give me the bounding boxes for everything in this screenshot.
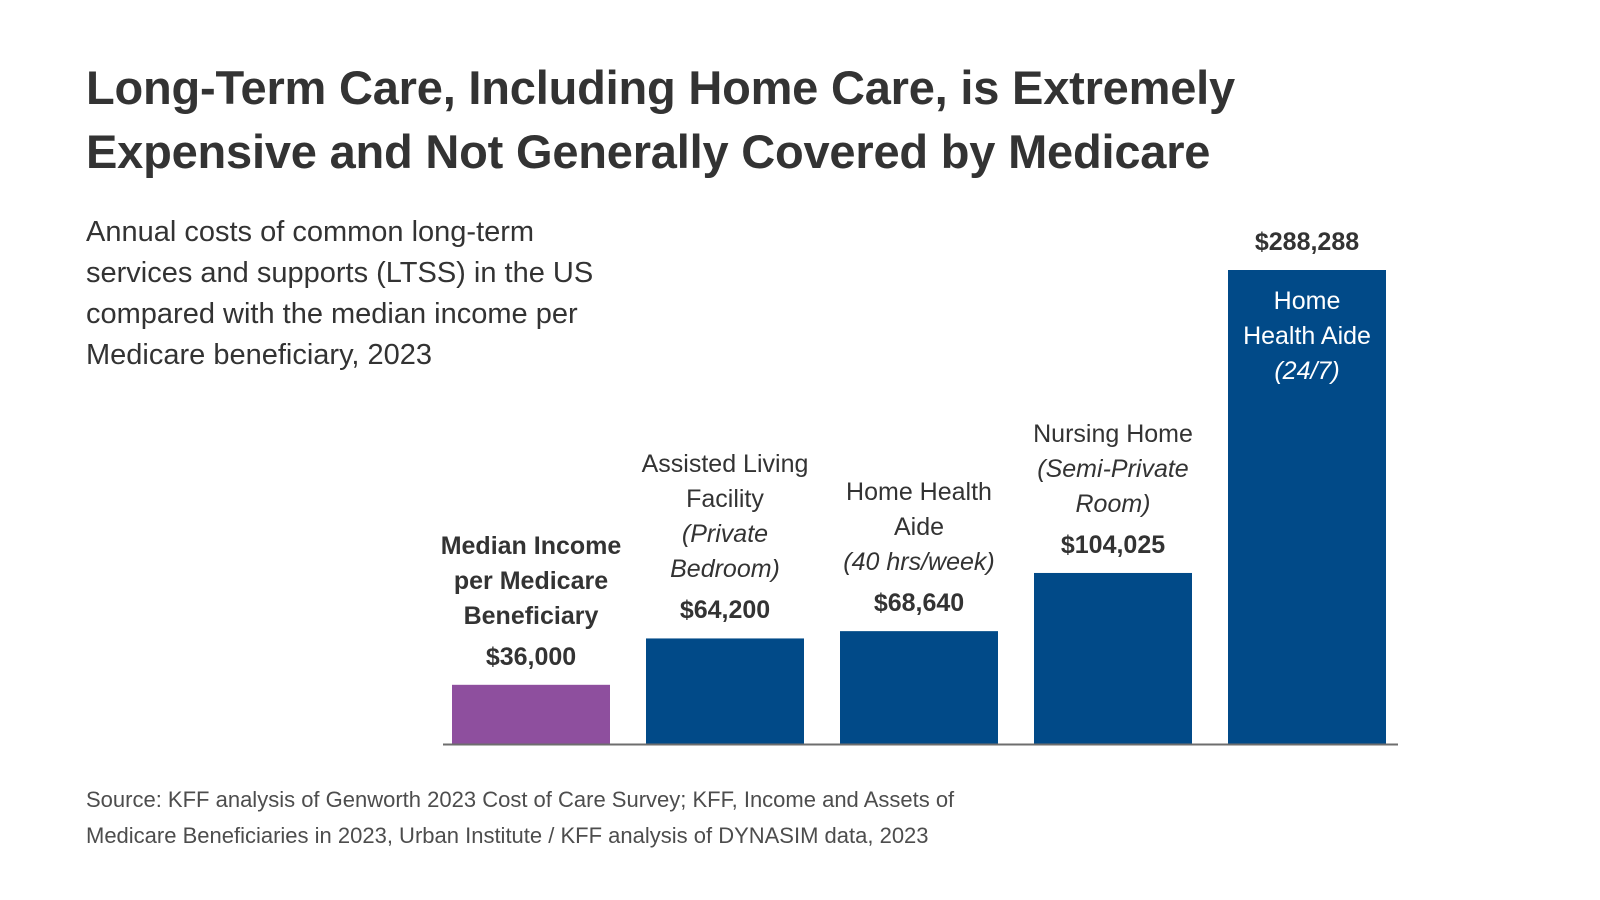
chart-title: Long-Term Care, Including Home Care, is … [86, 56, 1466, 184]
value-label-home-health-aide-24-7: $288,288 [1254, 228, 1360, 256]
chart-title-line-1: Long-Term Care, Including Home Care, is … [86, 61, 1235, 114]
category-label-line: Room) [1075, 489, 1151, 518]
category-label-line: Facility [686, 485, 764, 514]
category-label-line: Beneficiary [463, 601, 599, 630]
category-label-line: (40 hrs/week) [843, 548, 995, 577]
category-label-line: per Medicare [453, 566, 609, 595]
chart-title-line-2: Expensive and Not Generally Covered by M… [86, 125, 1211, 178]
category-label-line: Bedroom) [670, 555, 780, 584]
chart-subtitle-line-2: services and supports (LTSS) in the US [86, 257, 594, 289]
chart-subtitle: Annual costs of common long-term service… [86, 212, 686, 376]
value-label-home-health-aide-40-hrs-week: $68,640 [873, 589, 965, 618]
chart-subtitle-line-3: compared with the median income per [86, 298, 578, 330]
category-label-assisted-living-facility-private-bedroom: Assisted Living Facility (Private Bedroom) [620, 447, 830, 587]
source-note-line-1: Source: KFF analysis of Genworth 2023 Co… [86, 787, 955, 812]
bar-assisted-living-facility-private-bedroom [646, 638, 804, 744]
category-label-home-health-aide-24-7: Home Health Aide (24/7) [1202, 284, 1412, 389]
category-label-line: Home Health [846, 478, 992, 507]
category-label-line: (Semi-Private [1037, 454, 1189, 483]
value-label-nursing-home-semi-private-room: $104,025 [1060, 530, 1166, 559]
category-label-line: Median Income [440, 531, 622, 560]
category-label-line: Assisted Living [641, 450, 809, 479]
category-label-nursing-home-semi-private-room: Nursing Home (Semi-Private Room) [1008, 417, 1218, 522]
category-label-line: (24/7) [1274, 357, 1340, 385]
value-label-median-income-per-medicare-beneficiary: $36,000 [485, 642, 577, 671]
chart-subtitle-line-4: Medicare beneficiary, 2023 [86, 339, 433, 371]
category-label-line: Aide [893, 513, 945, 542]
category-label-line: Nursing Home [1033, 419, 1193, 448]
source-note: Source: KFF analysis of Genworth 2023 Co… [86, 782, 1186, 854]
category-label-line: Health Aide [1243, 322, 1371, 350]
category-label-median-income-per-medicare-beneficiary: Median Income per Medicare Beneficiary [426, 529, 636, 634]
bar-home-health-aide-40-hrs-week [840, 631, 998, 744]
category-label-line: Home [1273, 287, 1341, 315]
category-label-home-health-aide-40-hrs-week: Home Health Aide (40 hrs/week) [814, 475, 1024, 580]
bar-nursing-home-semi-private-room [1034, 572, 1192, 744]
chart-subtitle-line-1: Annual costs of common long-term [86, 216, 535, 248]
value-label-assisted-living-facility-private-bedroom: $64,200 [679, 596, 771, 625]
bar-home-health-aide-24-7 [1228, 270, 1386, 744]
category-label-line: (Private [681, 520, 769, 549]
bar-median-income-per-medicare-beneficiary [452, 684, 610, 744]
source-note-line-2: Medicare Beneficiaries in 2023, Urban In… [86, 823, 929, 848]
